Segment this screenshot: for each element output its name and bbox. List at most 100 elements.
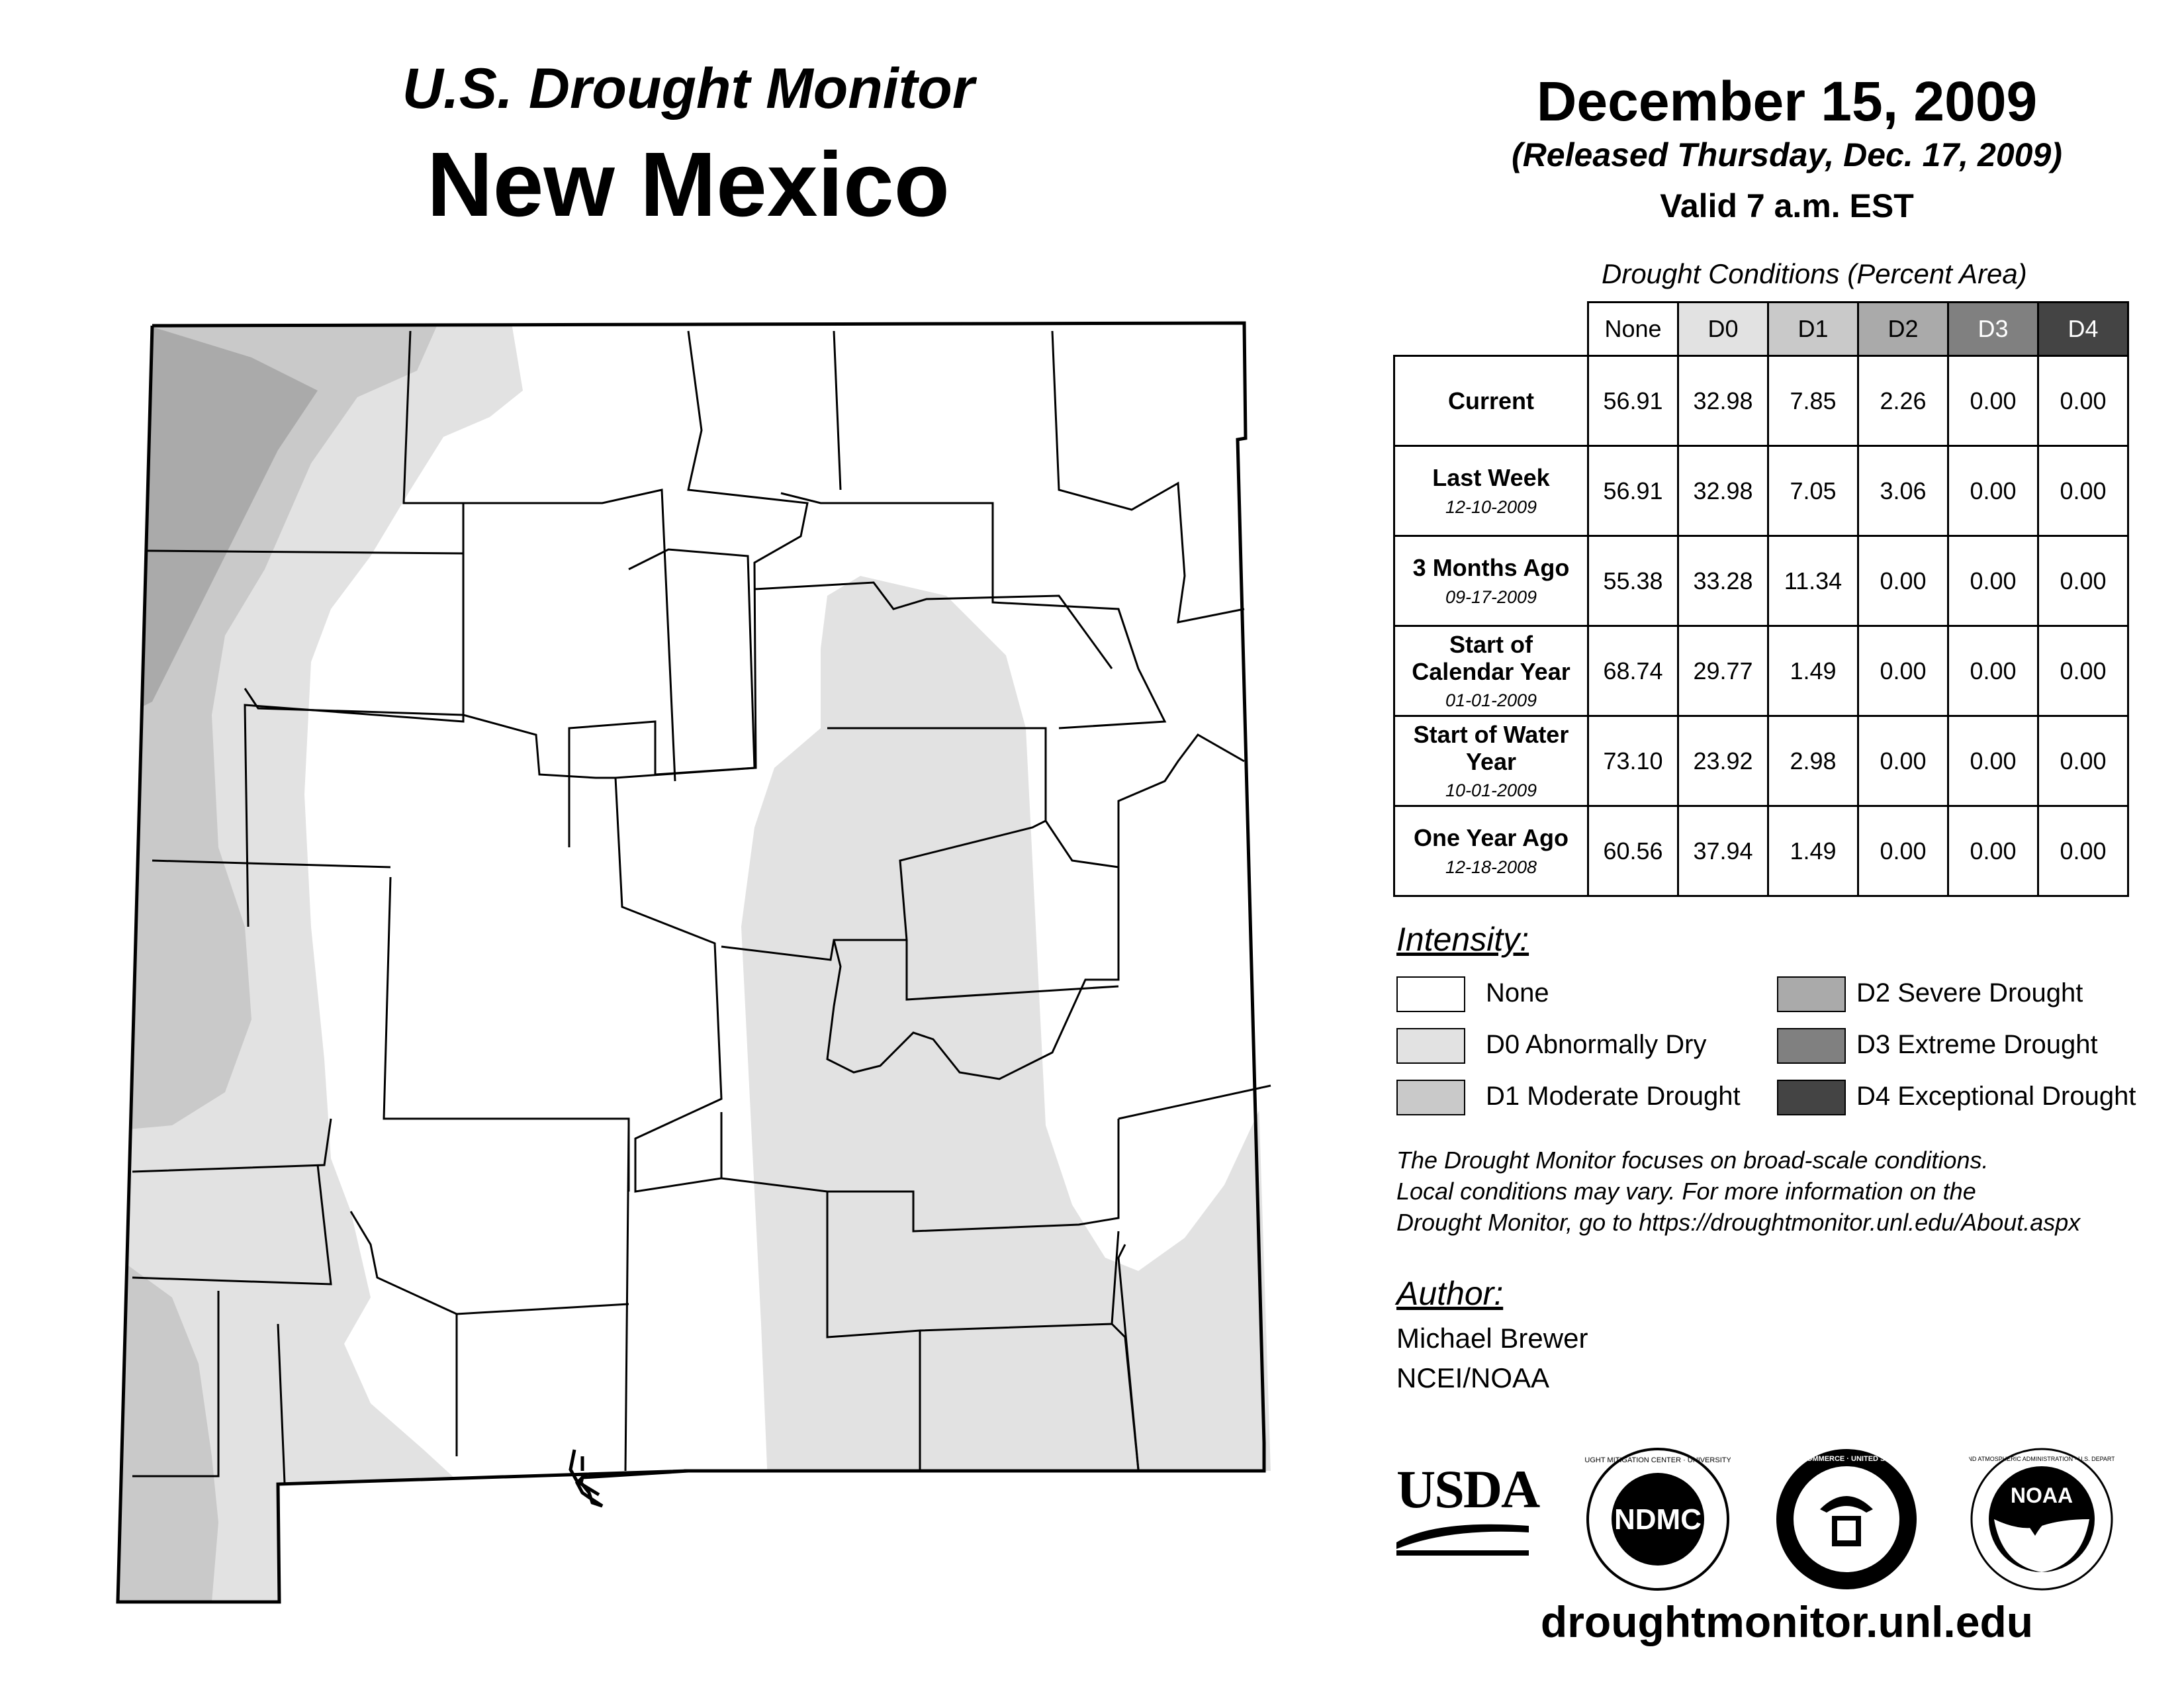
usda-logo-text: USDA [1396,1459,1540,1519]
legend-swatch-d0 [1396,1028,1465,1064]
row-label-date: 01-01-2009 [1445,690,1537,711]
table-cell: 1.49 [1767,805,1859,897]
table-cell: 0.00 [2037,445,2129,537]
website-url[interactable]: droughtmonitor.unl.edu [1540,1597,2034,1646]
table-cell: 11.34 [1767,535,1859,627]
legend-swatch-none [1396,976,1465,1012]
noaa-ring-text: NATIONAL OCEANIC AND ATMOSPHERIC ADMINIS… [1969,1456,2115,1462]
table-caption: Drought Conditions (Percent Area) [1602,258,2027,289]
row-label-text: Current [1447,387,1534,414]
noaa-logo-text: NOAA [2011,1483,2073,1507]
table-cell: 33.28 [1677,535,1769,627]
table-cell: 32.98 [1677,445,1769,537]
author-heading: Author: [1396,1275,1504,1312]
table-cell: 32.98 [1677,355,1769,447]
row-label: Start of Water Year 10-01-2009 [1393,715,1589,807]
legend-label-d2: D2 Severe Drought [1856,978,2083,1008]
table-cell: 73.10 [1587,715,1679,807]
row-label: 3 Months Ago 09-17-2009 [1393,535,1589,627]
row-label: One Year Ago 12-18-2008 [1393,805,1589,897]
table-row-last-week: Last Week 12-10-2009 56.91 32.98 7.05 3.0… [1393,445,2129,537]
d0-region-east [741,576,1271,1483]
note-line: Drought Monitor, go to https://droughtmo… [1396,1208,2081,1236]
county-boundaries [132,330,1271,1483]
author-name: Michael Brewer [1396,1323,1588,1354]
legend-swatch-d2 [1777,976,1846,1012]
table-cell: 29.77 [1677,625,1769,717]
d1-region-southwest [118,1244,218,1602]
legend-label-d0: D0 Abnormally Dry [1486,1030,1707,1059]
legend-label-d3: D3 Extreme Drought [1856,1030,2098,1059]
table-cell: 60.56 [1587,805,1679,897]
table-cell: 0.00 [1947,805,2039,897]
legend-swatch-d4 [1777,1080,1846,1115]
table-row-3-months-ago: 3 Months Ago 09-17-2009 55.38 33.28 11.34… [1393,535,2129,627]
disclaimer-note: The Drought Monitor focuses on broad-sca… [1396,1145,2177,1238]
valid-time: Valid 7 a.m. EST [1660,187,1914,224]
column-header-d2: D2 [1857,301,1949,357]
row-label-text: Start of Water Year [1413,720,1569,775]
table-cell: 0.00 [1947,445,2039,537]
table-cell: 56.91 [1587,445,1679,537]
row-label-date: 10-01-2009 [1445,780,1537,801]
note-line: The Drought Monitor focuses on broad-sca… [1396,1147,1989,1174]
table-cell: 0.00 [2037,625,2129,717]
row-label: Last Week 12-10-2009 [1393,445,1589,537]
table-row-one-year-ago: One Year Ago 12-18-2008 60.56 37.94 1.49 … [1393,805,2129,897]
release-date: (Released Thursday, Dec. 17, 2009) [1512,136,2062,173]
noaa-logo: NOAA NATIONAL OCEANIC AND ATMOSPHERIC AD… [1969,1448,2115,1591]
d2-region-northwest [118,323,318,728]
column-header-d0: D0 [1677,301,1769,357]
table-cell: 55.38 [1587,535,1679,627]
usda-logo-hills [1396,1524,1529,1556]
row-label-text: Start of Calendar Year [1412,630,1570,685]
map-supertitle: U.S. Drought Monitor [402,57,975,120]
table-cell: 0.00 [2037,355,2129,447]
ndmc-ring-text: NATIONAL DROUGHT MITIGATION CENTER · UNI… [1585,1456,1731,1464]
table-header-row: None D0 D1 D2 D3 D4 [1394,301,2129,357]
column-header-d3: D3 [1947,301,2039,357]
row-label: Start of Calendar Year 01-01-2009 [1393,625,1589,717]
column-header-d4: D4 [2037,301,2129,357]
table-cell: 68.74 [1587,625,1679,717]
usda-logo: USDA [1396,1459,1540,1562]
table-row-start-of-water-year: Start of Water Year 10-01-2009 73.10 23.9… [1393,715,2129,807]
row-label-date: 12-10-2009 [1445,496,1537,517]
table-cell: 3.06 [1857,445,1949,537]
legend-swatch-d1 [1396,1080,1465,1115]
table-row-start-of-calendar-year: Start of Calendar Year 01-01-2009 68.74 2… [1393,625,2129,717]
table-cell: 0.00 [1947,355,2039,447]
legend-title: Intensity: [1396,921,1529,958]
doc-ring-text: DEPARTMENT OF COMMERCE · UNITED STATES O… [1774,1455,1919,1463]
table-cell: 0.00 [1857,715,1949,807]
table-cell: 0.00 [1947,625,2039,717]
table-row-current: Current 56.91 32.98 7.85 2.26 0.00 0.00 [1393,355,2129,447]
map-date: December 15, 2009 [1536,70,2038,132]
legend-swatch-d3 [1777,1028,1846,1064]
table-cell: 0.00 [1857,535,1949,627]
map-title: New Mexico [427,134,950,236]
column-header-d1: D1 [1767,301,1859,357]
author-organization: NCEI/NOAA [1396,1362,1550,1393]
table-cell: 0.00 [1857,625,1949,717]
row-label: Current [1393,355,1589,447]
department-of-commerce-seal: DEPARTMENT OF COMMERCE · UNITED STATES O… [1774,1449,1919,1589]
table-cell: 2.26 [1857,355,1949,447]
table-cell: 56.91 [1587,355,1679,447]
table-cell: 0.00 [2037,715,2129,807]
row-label-text: 3 Months Ago [1412,554,1570,582]
table-cell: 1.49 [1767,625,1859,717]
table-cell: 0.00 [2037,805,2129,897]
row-label-date: 09-17-2009 [1445,586,1537,607]
row-label-date: 12-18-2008 [1445,857,1537,877]
table-cell: 0.00 [1857,805,1949,897]
note-line: Local conditions may vary. For more info… [1396,1177,1976,1205]
table-cell: 7.85 [1767,355,1859,447]
table-cell: 23.92 [1677,715,1769,807]
legend-label-none: None [1486,978,1549,1008]
drought-conditions-table: None D0 D1 D2 D3 D4 Current 56.91 32.98 … [1393,301,2129,897]
table-cell: 0.00 [2037,535,2129,627]
table-cell: 0.00 [1947,535,2039,627]
state-outline [116,321,1266,1604]
southern-boundary [569,1449,600,1497]
